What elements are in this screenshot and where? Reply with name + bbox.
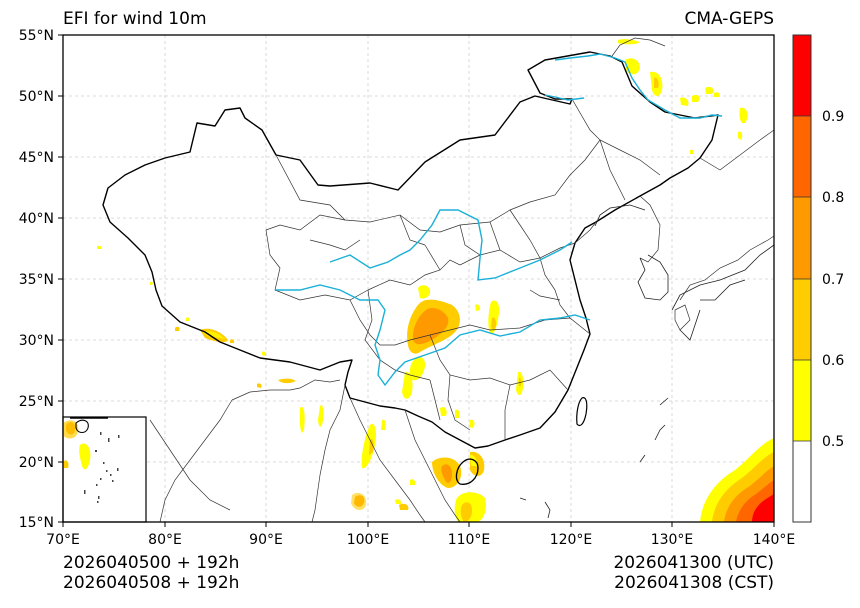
colorbar-bin-0.5-0.6 — [793, 360, 811, 441]
colorbar: 0.5 0.6 0.7 0.8 0.9 — [792, 34, 844, 523]
lat-label: 45°N — [19, 150, 54, 166]
valid-time-block: 2026041300 (UTC) 2026041308 (CST) — [613, 553, 774, 593]
init-time-cst: 2026040508 + 192h — [63, 573, 240, 593]
lat-label: 40°N — [19, 211, 54, 227]
lon-label: 140°E — [753, 532, 796, 548]
lon-label: 130°E — [651, 532, 694, 548]
lat-label: 25°N — [19, 394, 54, 410]
map-title: EFI for wind 10m — [63, 9, 207, 29]
lon-label: 80°E — [148, 532, 182, 548]
lat-label: 50°N — [19, 89, 54, 105]
x-tick-labels: 70°E 80°E 90°E 100°E 110°E 120°E 130°E 1… — [46, 532, 795, 548]
map-area — [63, 35, 774, 522]
colorbar-label: 0.5 — [822, 434, 844, 450]
lat-label: 55°N — [19, 28, 54, 44]
lon-label: 120°E — [550, 532, 593, 548]
rivers — [276, 53, 723, 387]
lat-label: 30°N — [19, 333, 54, 349]
model-name: CMA-GEPS — [684, 9, 774, 29]
lat-label: 15°N — [19, 515, 54, 531]
province-borders — [265, 98, 661, 440]
colorbar-label: 0.9 — [822, 109, 844, 125]
colorbar-label: 0.8 — [822, 190, 844, 206]
inset-islands — [84, 432, 120, 503]
lon-label: 100°E — [347, 532, 390, 548]
colorbar-label: 0.6 — [822, 353, 844, 369]
south-china-sea-inset — [62, 416, 147, 523]
lon-label: 110°E — [448, 532, 491, 548]
y-tick-labels: 55°N 50°N 45°N 40°N 35°N 30°N 25°N 20°N … — [19, 28, 54, 531]
lat-label: 35°N — [19, 272, 54, 288]
taiwan-island — [576, 397, 588, 427]
colorbar-bin-0.6-0.7 — [793, 279, 811, 360]
china-border — [102, 51, 719, 449]
x-ticks — [62, 522, 775, 527]
valid-time-cst: 2026041308 (CST) — [614, 573, 774, 593]
colorbar-label: 0.7 — [822, 272, 844, 288]
hainan-island — [455, 458, 479, 485]
lat-label: 20°N — [19, 455, 54, 471]
colorbar-bin-0.7-0.8 — [793, 197, 811, 279]
colorbar-bin-below-0.5 — [793, 441, 811, 522]
valid-time-utc: 2026041300 (UTC) — [613, 553, 774, 573]
colorbar-bin-0.8-0.9 — [793, 116, 811, 197]
init-time-utc: 2026040500 + 192h — [63, 553, 240, 573]
coastlines — [519, 204, 774, 519]
lon-label: 90°E — [249, 532, 283, 548]
y-ticks — [58, 34, 63, 523]
lon-label: 70°E — [46, 532, 80, 548]
colorbar-bin-above-0.9 — [793, 35, 811, 116]
init-time-block: 2026040500 + 192h 2026040508 + 192h — [63, 553, 239, 593]
country-borders — [149, 37, 774, 522]
